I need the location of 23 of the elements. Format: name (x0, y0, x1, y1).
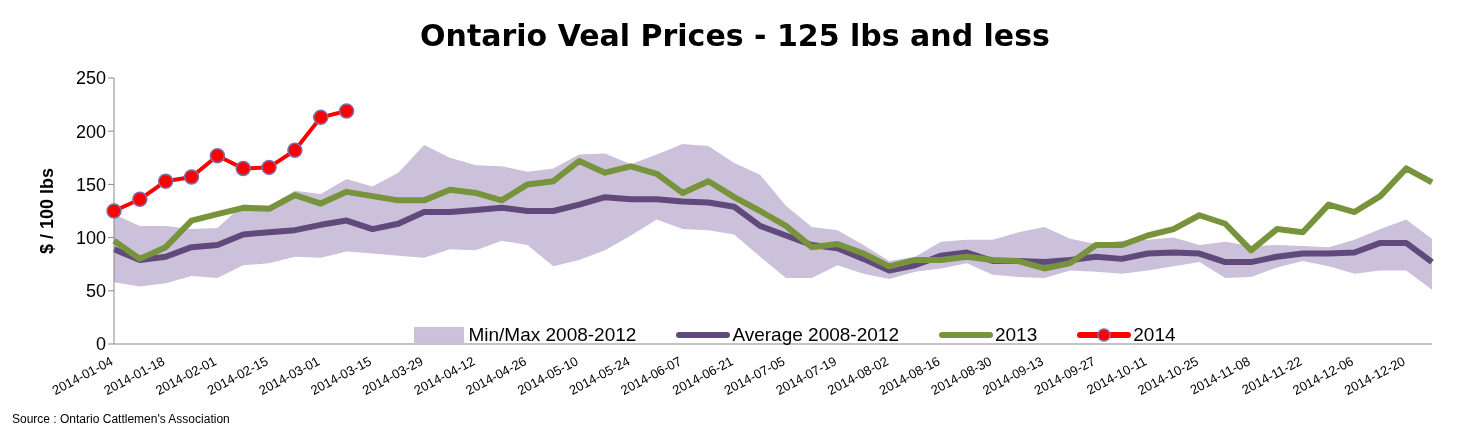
point (209, 147, 226, 164)
legend-label: 2013 (994, 324, 1038, 346)
legend-label: 2014 (1133, 324, 1176, 346)
point (287, 142, 303, 159)
source-note: Source : Ontario Cattlemen's Association (12, 412, 230, 426)
y-tick-label: 0 (95, 334, 106, 355)
point (313, 109, 329, 126)
point (157, 173, 174, 189)
legend-label: Min/Max 2008-2012 (468, 324, 637, 346)
y-tick-label: 200 (75, 121, 106, 142)
point (338, 103, 355, 119)
legend-label: Average 2008-2012 (732, 324, 899, 346)
point (132, 191, 148, 208)
y-tick-label: 250 (75, 68, 106, 89)
point (183, 169, 200, 185)
point (261, 159, 277, 176)
y-tick-label: 100 (75, 227, 106, 248)
chart-title: Ontario Veal Prices - 125 lbs and less (419, 18, 1051, 53)
y-tick-label: 150 (75, 174, 106, 195)
point (106, 203, 122, 219)
y-axis-title: $ / 100 lbs (37, 167, 58, 255)
y-tick-label: 50 (85, 281, 106, 302)
point (235, 160, 251, 177)
